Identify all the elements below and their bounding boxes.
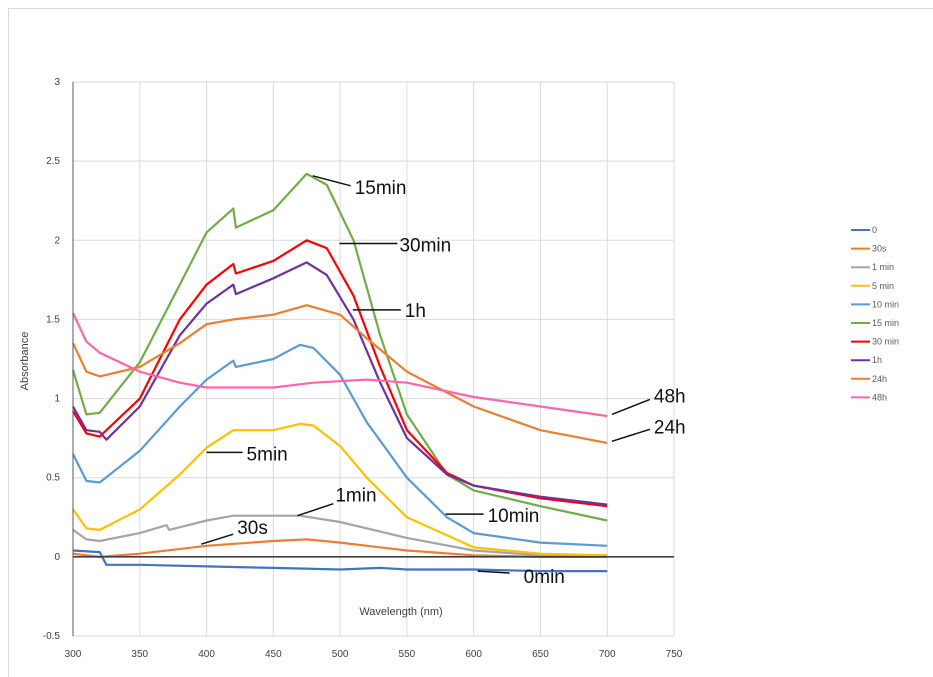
x-tick-label: 400 xyxy=(198,649,215,660)
series-line-48h xyxy=(72,312,608,418)
x-tick-label: 500 xyxy=(332,649,349,660)
annotation-label: 1h xyxy=(405,301,426,322)
y-tick-label: 2 xyxy=(54,235,60,246)
annotation-leader xyxy=(477,570,510,574)
series-line-5-min xyxy=(72,422,608,557)
annotation-leader xyxy=(312,175,351,187)
tick-labels: -0.5 0 0.5 1 1.5 2 2.5 3 300 350 400 450 500 550 600 65… xyxy=(43,77,683,660)
legend-entry: 1 min xyxy=(872,262,894,272)
annotation-leader xyxy=(611,398,651,416)
annotation-label: 5min xyxy=(247,444,288,465)
x-tick-label: 600 xyxy=(465,649,482,660)
y-tick-label: 2.5 xyxy=(46,156,60,167)
series-line-24h xyxy=(72,304,608,444)
x-tick-label: 450 xyxy=(265,649,282,660)
y-tick-label: -0.5 xyxy=(43,631,61,642)
chart-frame xyxy=(8,8,933,677)
series-line-0 xyxy=(72,549,608,573)
annotation-label: 30s xyxy=(237,518,268,539)
annotation-label: 30min xyxy=(399,235,451,256)
x-tick-label: 700 xyxy=(599,649,616,660)
legend-entry: 48h xyxy=(872,392,887,402)
y-tick-label: 0.5 xyxy=(46,473,60,484)
legend-entry: 30s xyxy=(872,244,887,254)
y-tick-label: 0 xyxy=(54,552,60,563)
annotation-label: 0min xyxy=(524,567,565,588)
annotation-label: 1min xyxy=(335,486,376,507)
legend-entry: 10 min xyxy=(872,299,899,309)
annotation-label: 48h xyxy=(654,386,686,407)
y-tick-label: 1 xyxy=(54,394,60,405)
x-tick-label: 650 xyxy=(532,649,549,660)
annotation-leader xyxy=(611,428,651,443)
axes xyxy=(72,82,674,636)
series-line-30s xyxy=(72,538,608,558)
series-line-1h xyxy=(72,261,608,506)
legend-entry: 15 min xyxy=(872,318,899,328)
legend-entry: 24h xyxy=(872,374,887,384)
legend-entry: 1h xyxy=(872,355,882,365)
series-line-1-min xyxy=(72,514,608,557)
annotation-label: 15min xyxy=(355,178,407,199)
legend-entry: 0 xyxy=(872,225,877,235)
x-tick-label: 750 xyxy=(666,649,683,660)
x-tick-label: 300 xyxy=(65,649,82,660)
legend-entry: 5 min xyxy=(872,281,894,291)
annotation-leader xyxy=(200,533,234,545)
annotation-label: 10min xyxy=(488,506,540,527)
series-line-10-min xyxy=(72,343,608,547)
y-tick-label: 3 xyxy=(54,77,60,88)
annotation-label: 24h xyxy=(654,417,686,438)
x-axis-title: Wavelength (nm) xyxy=(359,606,442,618)
legend-entry: 30 min xyxy=(872,337,899,347)
x-tick-label: 350 xyxy=(131,649,148,660)
legend: 0 30s 1 min 5 min 10 min 15 min 30 min 1h 24h 48h xyxy=(851,225,899,402)
annotations: 15min 30min 1h 48h 24h 5min 1min 10min 30s 0min xyxy=(200,175,686,588)
annotation-leader xyxy=(297,502,334,517)
x-tick-label: 550 xyxy=(399,649,416,660)
series-lines xyxy=(71,172,608,573)
series-line-30-min xyxy=(72,239,608,508)
y-tick-label: 1.5 xyxy=(46,314,60,325)
gridlines xyxy=(72,81,675,637)
y-axis-title: Absorbance xyxy=(19,332,31,391)
